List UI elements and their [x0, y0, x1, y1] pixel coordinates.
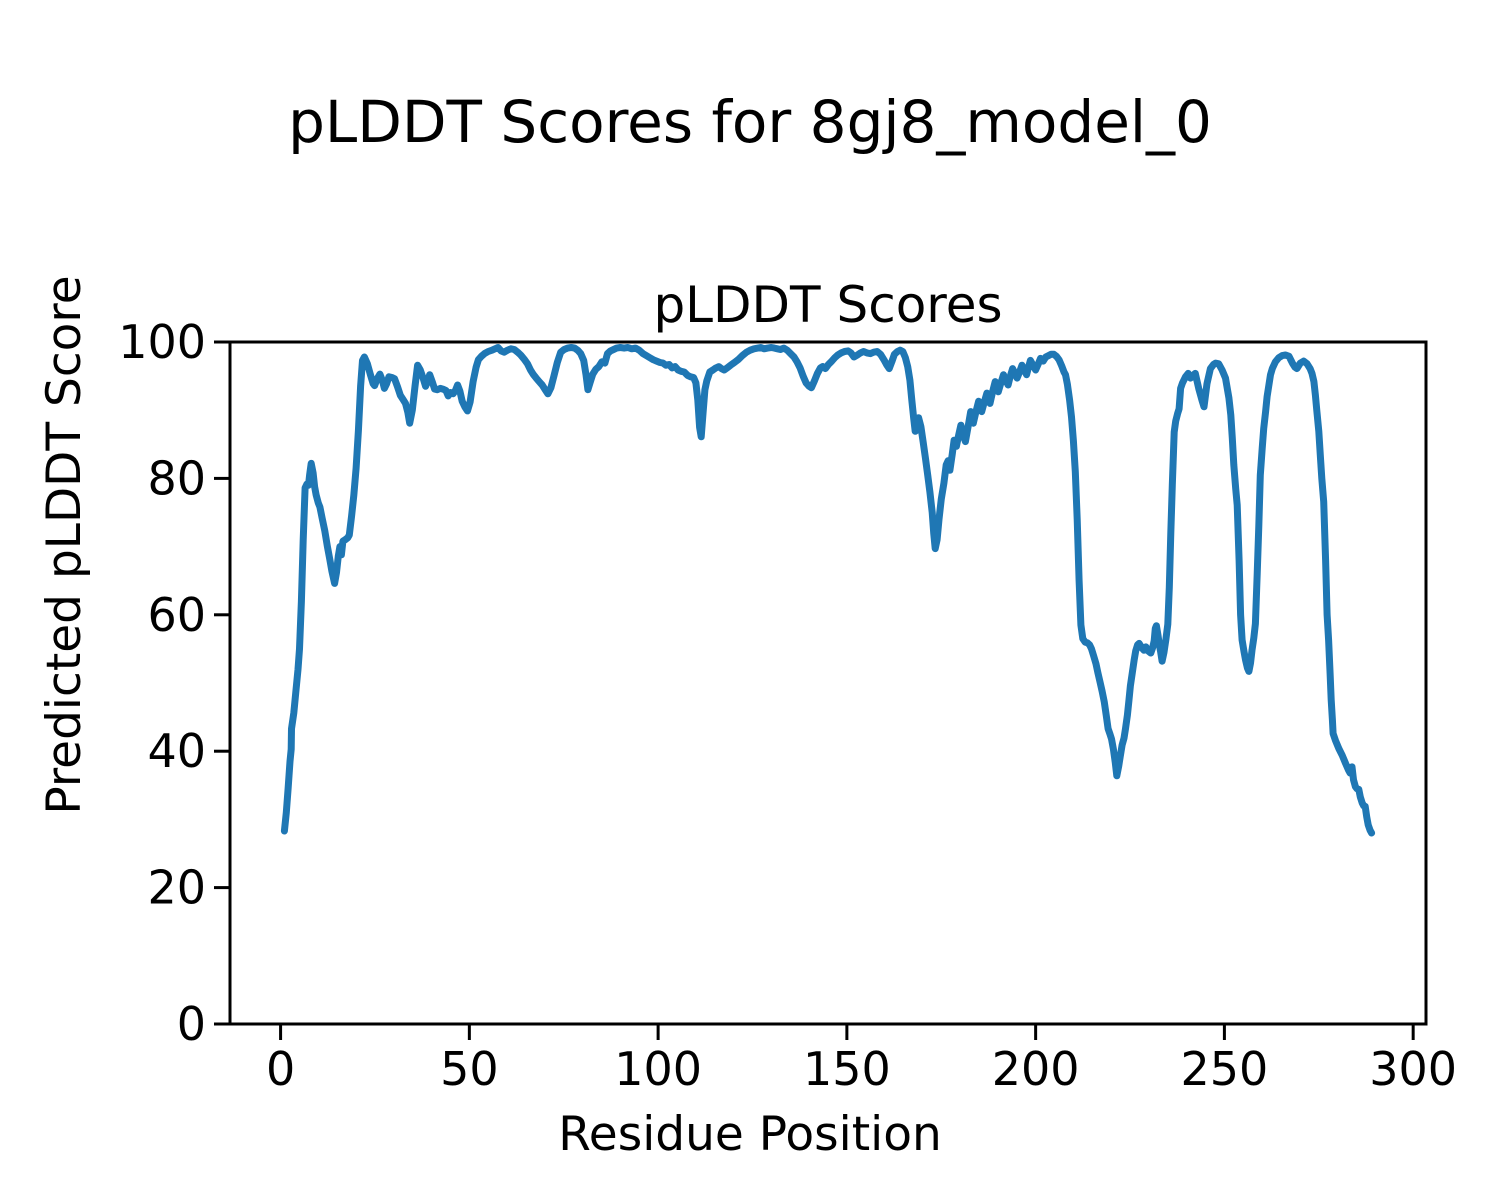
x-axis-label: Residue Position [558, 1107, 941, 1162]
x-tick-label: 0 [266, 1042, 295, 1096]
y-tick-label: 40 [147, 724, 206, 778]
y-tick-label: 60 [147, 588, 206, 642]
x-tick-label: 250 [1180, 1042, 1268, 1096]
y-axis-label: Predicted pLDDT Score [37, 275, 92, 814]
x-tick-label: 50 [440, 1042, 499, 1096]
data-series-layer [280, 344, 1376, 837]
axes-title: pLDDT Scores [653, 276, 1002, 334]
axis-ticks: 0 50 100 150 200 250 300 0 20 40 60 80 100 [118, 315, 1457, 1096]
x-tick-label: 300 [1369, 1042, 1457, 1096]
x-tick-label: 100 [614, 1042, 702, 1096]
axes-spines [228, 340, 1428, 1026]
y-tick-label: 0 [177, 997, 206, 1051]
y-tick-label: 80 [147, 451, 206, 505]
x-tick-label: 150 [803, 1042, 891, 1096]
y-tick-label: 20 [147, 861, 206, 915]
x-tick-label: 200 [992, 1042, 1080, 1096]
plddt-line [280, 344, 1376, 837]
y-tick-label: 100 [118, 315, 206, 369]
figure-suptitle: pLDDT Scores for 8gj8_model_0 [288, 88, 1212, 156]
